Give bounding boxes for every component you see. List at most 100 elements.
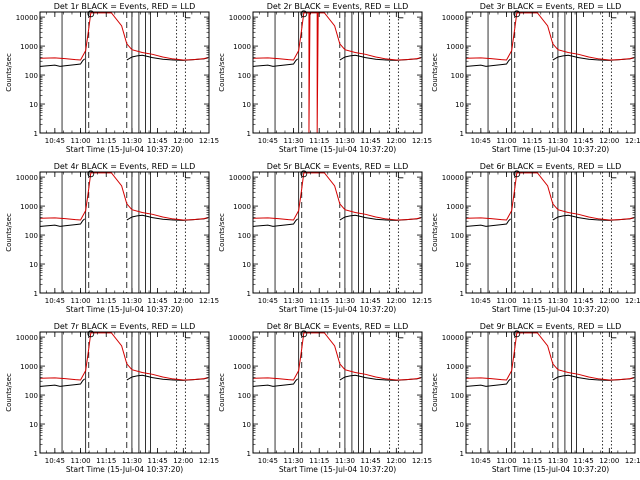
panel-title: Det 2r BLACK = Events, RED = LLD <box>267 2 409 11</box>
x-tick-label: 10:45 <box>258 457 278 465</box>
panel-det-4: Det 4r BLACK = Events, RED = LLD 1 10 100 10… <box>5 162 219 314</box>
y-tick-label: 100 <box>25 72 38 80</box>
bracket-marker <box>610 11 617 19</box>
y-tick-label: 10 <box>29 261 38 269</box>
x-axis-label: Start Time (15-Jul-04 10:37:20) <box>66 465 183 474</box>
x-axis-label: Start Time (15-Jul-04 10:37:20) <box>492 145 609 154</box>
x-tick-label: 11:15 <box>522 137 542 145</box>
x-tick-label: 12:00 <box>386 457 406 465</box>
bracket-marker <box>184 171 191 179</box>
x-tick-label: 11:30 <box>122 137 142 145</box>
peak-circle-marker <box>300 170 308 178</box>
y-tick-label: 1 <box>460 130 464 138</box>
x-tick-label: 12:00 <box>173 297 193 305</box>
lld-series-line <box>253 332 422 381</box>
y-tick-label: 100 <box>238 72 251 80</box>
y-tick-label: 1000 <box>446 363 464 371</box>
x-tick-label: 12:15 <box>412 457 432 465</box>
x-tick-label: 11:15 <box>522 297 542 305</box>
x-tick-label: 11:15 <box>96 457 116 465</box>
y-tick-label: 100 <box>238 232 251 240</box>
x-tick-label: 12:15 <box>412 297 432 305</box>
y-tick-label: 10000 <box>16 174 38 182</box>
x-tick-label: 11:30 <box>548 137 568 145</box>
y-tick-label: 1000 <box>233 43 251 51</box>
x-tick-label: 10:45 <box>471 137 491 145</box>
series-group <box>253 172 422 227</box>
y-tick-label: 10000 <box>442 174 464 182</box>
peak-circle-marker <box>87 170 95 178</box>
plot-frame <box>39 11 210 134</box>
panel-title: Det 3r BLACK = Events, RED = LLD <box>480 2 622 11</box>
bracket-marker <box>397 11 404 19</box>
x-tick-label: 12:00 <box>599 297 619 305</box>
lld-series-line <box>40 12 209 61</box>
lld-series-line <box>40 172 209 221</box>
x-tick-label: 11:30 <box>122 297 142 305</box>
y-tick-label: 1000 <box>20 43 38 51</box>
plot-frame <box>465 331 636 454</box>
x-axis-label: Start Time (15-Jul-04 10:37:20) <box>492 305 609 314</box>
peak-circle-marker <box>87 10 95 18</box>
y-axis-label: Counts/sec <box>5 373 13 412</box>
lld-series-line <box>253 172 422 221</box>
bracket-marker <box>184 331 191 339</box>
x-tick-label: 12:00 <box>173 137 193 145</box>
x-tick-label: 12:15 <box>625 297 640 305</box>
x-tick-label: 12:00 <box>173 457 193 465</box>
x-axis-label: Start Time (15-Jul-04 10:37:20) <box>279 305 396 314</box>
y-tick-label: 10000 <box>16 334 38 342</box>
x-tick-label: 12:15 <box>199 297 219 305</box>
x-tick-label: 11:00 <box>496 137 516 145</box>
x-tick-label: 11:15 <box>309 297 329 305</box>
x-tick-label: 11:30 <box>283 137 303 145</box>
y-tick-label: 100 <box>25 392 38 400</box>
x-tick-label: 10:45 <box>471 297 491 305</box>
y-tick-label: 100 <box>25 232 38 240</box>
x-tick-label: 11:30 <box>122 457 142 465</box>
lld-series-line <box>40 332 209 381</box>
y-tick-label: 1000 <box>233 363 251 371</box>
y-tick-label: 1 <box>247 450 251 458</box>
plot-frame <box>252 11 423 134</box>
y-tick-label: 10 <box>455 261 464 269</box>
x-tick-label: 11:45 <box>361 297 381 305</box>
y-tick-label: 1000 <box>446 43 464 51</box>
x-axis-label: Start Time (15-Jul-04 10:37:20) <box>279 465 396 474</box>
x-tick-label: 12:00 <box>386 137 406 145</box>
peak-circle-marker <box>513 10 521 18</box>
series-group <box>466 332 635 387</box>
x-axis-label: Start Time (15-Jul-04 10:37:20) <box>492 465 609 474</box>
panel-det-1: Det 1r BLACK = Events, RED = LLD 1 10 100 10… <box>5 2 219 154</box>
plot-frame <box>252 171 423 294</box>
x-tick-label: 11:30 <box>335 137 355 145</box>
lld-series-line <box>466 172 635 221</box>
y-tick-label: 100 <box>451 392 464 400</box>
x-tick-label: 11:15 <box>96 297 116 305</box>
x-tick-label: 10:45 <box>471 457 491 465</box>
x-tick-label: 11:45 <box>361 137 381 145</box>
y-axis-label: Counts/sec <box>218 373 226 412</box>
x-tick-label: 11:00 <box>70 137 90 145</box>
x-tick-label: 11:30 <box>548 297 568 305</box>
x-tick-label: 11:45 <box>148 137 168 145</box>
peak-circle-marker <box>87 330 95 338</box>
x-tick-label: 11:30 <box>335 457 355 465</box>
peak-circle-marker <box>513 330 521 338</box>
y-tick-label: 100 <box>451 72 464 80</box>
y-axis-label: Counts/sec <box>431 373 439 412</box>
panel-title: Det 6r BLACK = Events, RED = LLD <box>480 162 622 171</box>
bracket-marker <box>610 331 617 339</box>
y-tick-label: 10000 <box>16 14 38 22</box>
panel-det-2: Det 2r BLACK = Events, RED = LLD 1 10 100 10… <box>218 2 432 154</box>
lld-series-line <box>466 12 635 61</box>
x-tick-label: 10:45 <box>45 137 65 145</box>
y-tick-label: 10 <box>242 421 251 429</box>
series-group <box>40 332 209 387</box>
y-axis-label: Counts/sec <box>218 213 226 252</box>
x-tick-label: 12:00 <box>386 297 406 305</box>
y-tick-label: 1000 <box>446 203 464 211</box>
panel-title: Det 8r BLACK = Events, RED = LLD <box>267 322 409 331</box>
y-tick-label: 100 <box>238 392 251 400</box>
